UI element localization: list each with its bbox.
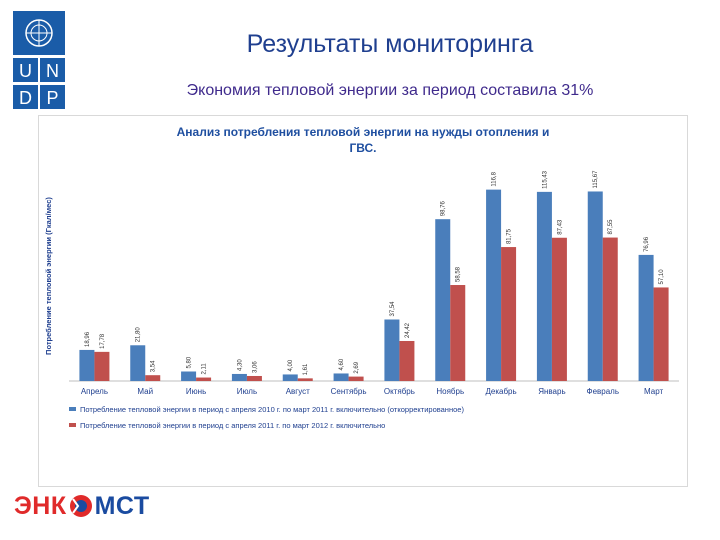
bar-series-2-5 <box>297 378 313 381</box>
bar-series-2-8 <box>450 285 466 381</box>
data-label-series-1-5: 4,00 <box>288 359 294 371</box>
x-tick-label-1: Апрель <box>81 387 108 396</box>
data-label-series-1-4: 4,30 <box>237 359 243 371</box>
bar-series-2-4 <box>246 375 262 381</box>
undp-logo-graphic: U N D P <box>13 11 65 109</box>
x-tick-label-8: Ноябрь <box>436 387 464 396</box>
bar-series-1-1 <box>79 349 95 381</box>
x-tick-label-5: Август <box>286 387 310 396</box>
undp-logo: U N D P <box>13 11 65 109</box>
data-label-series-1-11: 115,67 <box>593 170 599 189</box>
x-tick-label-4: Июль <box>237 387 257 396</box>
enkomst-logo: ЭНК МСТ <box>14 490 150 522</box>
undp-letter-p: P <box>46 88 58 108</box>
data-label-series-2-5: 1,61 <box>303 363 309 375</box>
data-label-series-2-11: 87,55 <box>608 219 614 235</box>
bar-series-2-6 <box>348 376 364 381</box>
data-label-series-2-1: 17,78 <box>100 333 106 349</box>
data-label-series-2-2: 3,54 <box>151 360 157 372</box>
x-tick-label-12: Март <box>644 387 663 396</box>
data-label-series-2-4: 3,06 <box>252 361 258 373</box>
x-tick-label-11: Февраль <box>586 387 619 396</box>
legend-label-series-2: Потребление тепловой энергии в период с … <box>80 421 385 430</box>
bar-series-2-2 <box>145 375 161 381</box>
bar-series-1-4 <box>231 373 247 381</box>
page-subtitle: Экономия тепловой энергии за период сост… <box>186 82 594 99</box>
legend-label-series-1: Потребление тепловой энергии в период с … <box>80 405 464 414</box>
undp-letter-u: U <box>19 61 32 81</box>
data-label-series-2-8: 58,58 <box>456 266 462 282</box>
data-label-series-2-6: 2,69 <box>354 361 360 373</box>
chart-title-line-2: ГВС. <box>349 141 376 155</box>
plot-area: 18,96 17,78 Апрель 21,80 3,54 Май 5,80 2,11 Июнь… <box>69 170 679 396</box>
bar-series-1-2 <box>130 345 146 381</box>
bar-series-1-5 <box>282 374 298 381</box>
x-tick-label-9: Декабрь <box>485 387 516 396</box>
chart-frame: Анализ потребления тепловой энергии на н… <box>38 115 688 487</box>
bar-series-1-11 <box>587 191 603 381</box>
x-tick-label-10: Январь <box>538 387 565 396</box>
bar-series-2-11 <box>602 237 618 381</box>
data-label-series-1-7: 37,54 <box>390 301 396 317</box>
data-label-series-1-9: 116,8 <box>492 171 498 186</box>
legend-swatch-series-2 <box>69 423 76 427</box>
data-label-series-1-6: 4,60 <box>339 358 345 370</box>
bar-series-2-3 <box>196 377 212 381</box>
x-tick-label-3: Июнь <box>186 387 206 396</box>
data-label-series-1-12: 76,96 <box>644 236 650 252</box>
bar-series-2-9 <box>501 247 517 381</box>
enkomst-logo-part2: МСТ <box>94 491 150 520</box>
y-axis-label: Потребление тепловой энергии (Гкал/мес) <box>44 197 53 355</box>
legend: Потребление тепловой энергии в период с … <box>69 405 464 430</box>
x-tick-label-2: Май <box>137 387 153 396</box>
data-label-series-2-9: 81,75 <box>507 228 513 244</box>
bar-series-2-1 <box>94 351 110 381</box>
bar-series-1-8 <box>435 219 451 381</box>
bar-series-1-3 <box>181 371 197 381</box>
x-tick-label-6: Сентябрь <box>331 387 367 396</box>
data-label-series-1-1: 18,96 <box>85 331 91 347</box>
chart: Анализ потребления тепловой энергии на н… <box>44 125 679 430</box>
bar-series-1-12 <box>638 254 654 381</box>
data-label-series-2-12: 57,10 <box>659 269 665 285</box>
data-label-series-1-8: 98,76 <box>441 201 447 217</box>
bar-series-2-7 <box>399 340 415 381</box>
bar-series-1-10 <box>536 191 552 381</box>
legend-swatch-series-1 <box>69 407 76 411</box>
x-tick-label-7: Октябрь <box>384 387 415 396</box>
data-label-series-1-3: 5,80 <box>187 356 193 368</box>
page-title: Результаты мониторинга <box>246 30 534 58</box>
data-label-series-2-10: 87,43 <box>557 219 563 235</box>
bar-series-2-12 <box>653 287 669 381</box>
bar-series-1-7 <box>384 319 400 381</box>
data-label-series-1-2: 21,80 <box>136 327 142 343</box>
chart-title-line-1: Анализ потребления тепловой энергии на н… <box>177 125 550 139</box>
enkomst-logo-circle-icon <box>69 495 92 517</box>
bar-series-2-10 <box>551 237 567 381</box>
bar-series-1-6 <box>333 373 349 381</box>
undp-letter-d: D <box>19 88 32 108</box>
data-label-series-2-3: 2,11 <box>202 363 208 375</box>
data-label-series-1-10: 115,43 <box>542 170 548 189</box>
undp-letter-n: N <box>46 61 59 81</box>
enkomst-logo-part1: ЭНК <box>14 491 67 520</box>
bar-series-1-9 <box>486 189 502 381</box>
data-label-series-2-7: 24,42 <box>405 322 411 338</box>
